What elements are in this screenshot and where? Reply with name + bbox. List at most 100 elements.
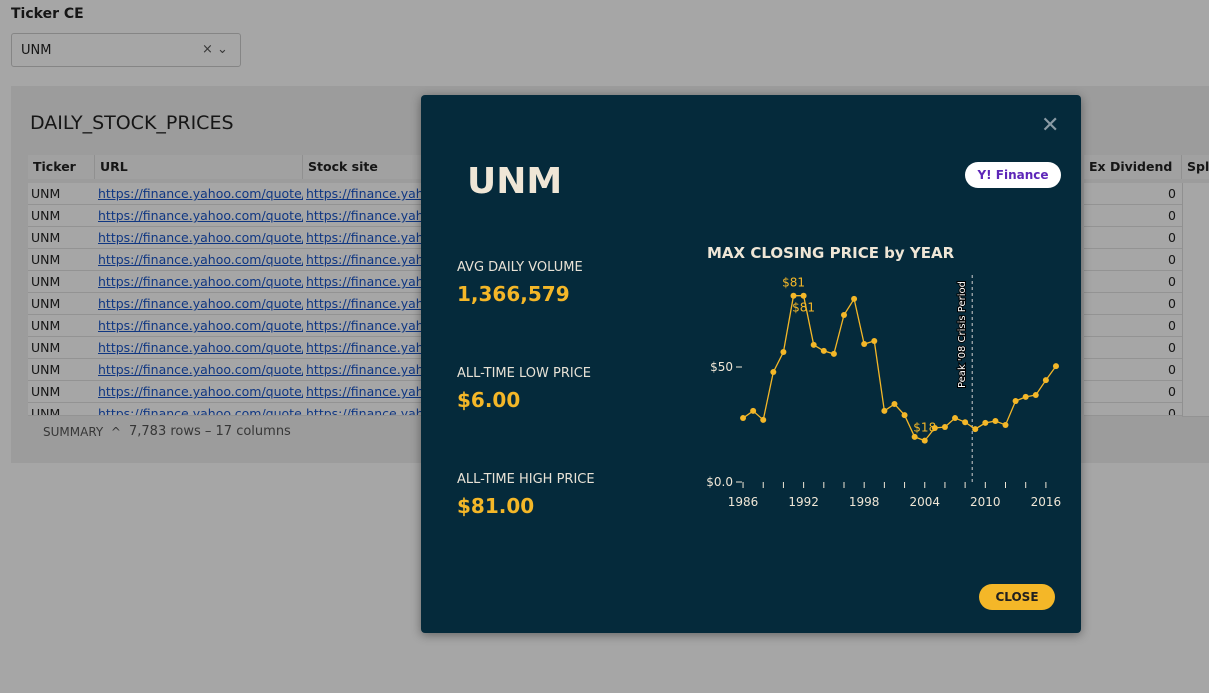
link-cell[interactable]: https://finance.yahoo.com/quote/: [95, 249, 303, 271]
data-point: [982, 419, 989, 426]
data-point: [790, 292, 797, 299]
table-cell: 0: [1084, 403, 1182, 416]
data-point: [871, 338, 878, 345]
data-point: [1042, 377, 1049, 384]
price-line: [742, 295, 1057, 442]
column-header[interactable]: URL: [95, 155, 303, 179]
data-point: [770, 369, 777, 376]
y-tick-label: $0.0: [706, 475, 733, 489]
modal: ✕ UNM Y! Finance CLOSE MAX CLOSING PRICE…: [421, 95, 1081, 633]
link-cell[interactable]: https://finance.yahoo.com/quote/: [95, 293, 303, 315]
data-point: [1032, 392, 1039, 399]
link-cell[interactable]: https://finance.yahoo.com/quote/: [95, 403, 303, 416]
table-cell: UNM: [28, 183, 95, 205]
filter-label: Ticker CE: [11, 6, 84, 22]
data-point: [972, 426, 979, 433]
table-cell: UNM: [28, 337, 95, 359]
stat-label: AVG DAILY VOLUME: [457, 260, 583, 275]
data-point: [840, 312, 847, 319]
table-cell: 0: [1084, 337, 1182, 359]
data-label: $81: [792, 301, 815, 315]
stat-value: $81.00: [457, 494, 535, 518]
x-tick-label: 1998: [849, 495, 880, 509]
table-cell: 0: [1084, 249, 1182, 271]
table-cell: 0: [1084, 293, 1182, 315]
data-point: [780, 349, 787, 356]
table-cell: UNM: [28, 271, 95, 293]
column-header[interactable]: Spl: [1182, 155, 1209, 179]
stat-value: $6.00: [457, 388, 521, 412]
data-point: [810, 341, 817, 348]
table-cell: UNM: [28, 403, 95, 416]
data-point: [881, 407, 888, 414]
summary-toggle[interactable]: SUMMARY ^: [43, 425, 121, 439]
select-controls[interactable]: × ⌄: [202, 42, 228, 57]
data-point: [740, 415, 747, 422]
table-cell: 0: [1084, 271, 1182, 293]
modal-title: UNM: [467, 161, 563, 202]
data-point: [820, 347, 827, 354]
data-point: [1012, 398, 1019, 405]
link-cell[interactable]: https://finance.yahoo.com/quote/: [95, 337, 303, 359]
data-point: [861, 341, 868, 347]
ticker-select[interactable]: UNM × ⌄: [11, 33, 241, 67]
stat-value: 1,366,579: [457, 282, 570, 306]
column-header[interactable]: Ex Dividend: [1084, 155, 1182, 179]
link-cell[interactable]: https://finance.yahoo.com/quote/: [95, 315, 303, 337]
x-tick-label: 2010: [970, 495, 1001, 509]
table-cell: UNM: [28, 249, 95, 271]
data-point: [1052, 363, 1059, 370]
link-cell[interactable]: https://finance.yahoo.com/quote/: [95, 205, 303, 227]
table-cell: UNM: [28, 205, 95, 227]
data-point: [962, 419, 969, 426]
data-point: [992, 418, 999, 425]
chart-title: MAX CLOSING PRICE by YEAR: [707, 244, 955, 262]
link-cell[interactable]: https://finance.yahoo.com/quote/: [95, 359, 303, 381]
data-label: $81: [782, 276, 805, 290]
data-point: [851, 295, 858, 302]
table-cell-empty: [1182, 403, 1209, 417]
data-point: [921, 437, 928, 444]
close-icon[interactable]: ✕: [1041, 113, 1060, 138]
summary-text: 7,783 rows – 17 columns: [129, 424, 291, 439]
table-cell: 0: [1084, 359, 1182, 381]
link-cell[interactable]: https://finance.yahoo.com/quote/: [95, 227, 303, 249]
data-label: $18: [913, 421, 936, 435]
data-point: [901, 412, 908, 419]
annotation-text: Peak '08 Crisis Period: [957, 281, 968, 388]
data-point: [891, 401, 898, 408]
table-title: DAILY_STOCK_PRICES: [30, 112, 234, 134]
table-cell: 0: [1084, 315, 1182, 337]
data-point: [800, 292, 807, 299]
table-cell: UNM: [28, 381, 95, 403]
x-tick-label: 2016: [1031, 495, 1062, 509]
x-tick-label: 2004: [909, 495, 940, 509]
data-point: [1022, 393, 1029, 400]
table-cell: UNM: [28, 315, 95, 337]
link-button[interactable]: Y! Finance: [965, 162, 1061, 188]
link-cell[interactable]: https://finance.yahoo.com/quote/: [95, 271, 303, 293]
link-cell[interactable]: https://finance.yahoo.com/quote/: [95, 381, 303, 403]
link-cell[interactable]: https://finance.yahoo.com/quote/: [95, 183, 303, 205]
stat-label: ALL-TIME HIGH PRICE: [457, 472, 595, 487]
data-point: [1002, 421, 1009, 428]
data-point: [750, 407, 757, 414]
data-point: [760, 416, 767, 423]
close-button[interactable]: CLOSE: [979, 584, 1055, 610]
data-point: [830, 350, 837, 357]
table-cell: UNM: [28, 227, 95, 249]
data-point: [931, 424, 938, 431]
data-point: [941, 424, 948, 431]
table-cell: 0: [1084, 381, 1182, 403]
x-tick-label: 1986: [728, 495, 759, 509]
y-tick-label: $50: [710, 360, 733, 374]
chart: MAX CLOSING PRICE by YEAR $0.0 $50 1986 199…: [706, 244, 1062, 509]
column-header[interactable]: Ticker: [28, 155, 95, 179]
table-cell: 0: [1084, 183, 1182, 205]
select-value: UNM: [21, 43, 52, 58]
summary-label: SUMMARY: [43, 425, 104, 439]
x-tick-label: 1992: [788, 495, 819, 509]
data-point: [911, 433, 918, 440]
